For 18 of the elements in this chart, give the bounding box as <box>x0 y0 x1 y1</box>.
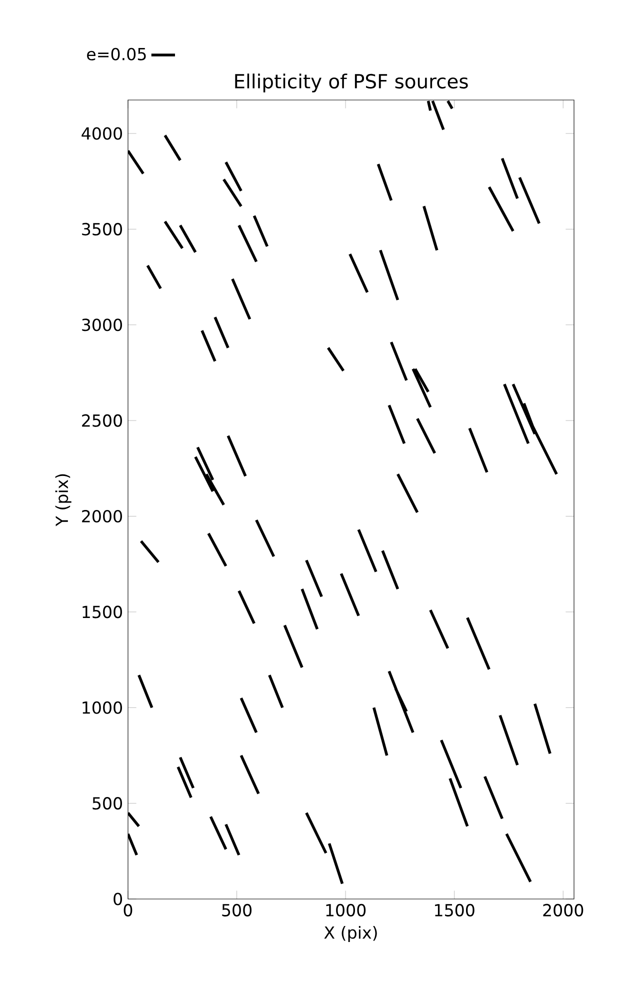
x-tick-label: 1500 <box>435 904 474 916</box>
y-tick-label: 2500 <box>82 414 122 427</box>
y-tick-label: 1500 <box>82 606 122 618</box>
x-tick-label: 2000 <box>543 904 584 916</box>
x-axis-title: X (pix) <box>324 926 377 942</box>
y-axis-title: Y (pix) <box>55 474 72 526</box>
y-tick-label: 3000 <box>82 318 122 332</box>
y-tick-label: 4000 <box>82 127 122 140</box>
x-tick-label: 0 <box>124 904 132 916</box>
x-tick-label: 500 <box>222 904 252 916</box>
chart-title: Ellipticity of PSF sources <box>235 74 468 92</box>
legend-label: e=0.05 <box>87 48 146 60</box>
y-tick-label: 500 <box>92 797 122 810</box>
y-tick-label: 2000 <box>82 510 122 523</box>
y-tick-label: 3500 <box>82 222 122 236</box>
y-tick-label: 0 <box>114 892 122 906</box>
y-tick-label: 1000 <box>82 701 122 714</box>
x-tick-label: 1000 <box>326 904 366 916</box>
